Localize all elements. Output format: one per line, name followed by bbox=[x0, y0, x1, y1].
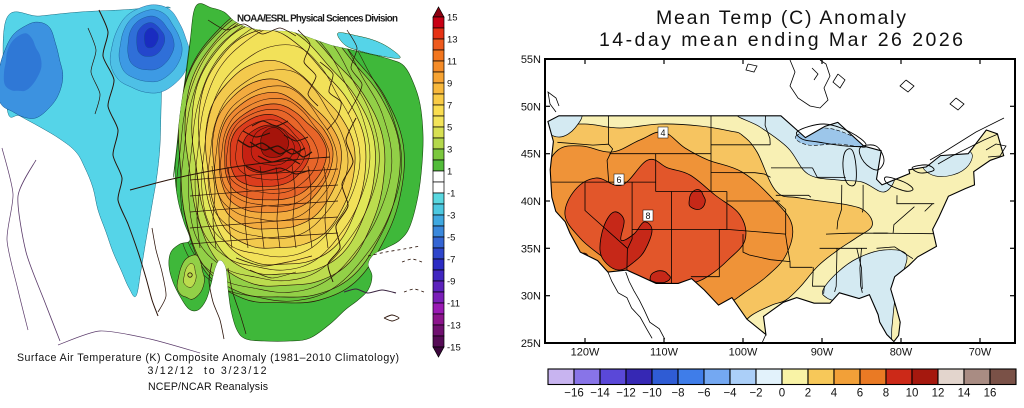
svg-text:55N: 55N bbox=[521, 54, 541, 66]
svg-text:5: 5 bbox=[447, 123, 452, 134]
svg-text:10: 10 bbox=[906, 388, 919, 400]
svg-text:-7: -7 bbox=[447, 255, 455, 266]
svg-text:110W: 110W bbox=[650, 347, 679, 359]
svg-text:−6: −6 bbox=[697, 388, 710, 400]
svg-text:45N: 45N bbox=[521, 149, 541, 161]
svg-text:6: 6 bbox=[857, 388, 863, 400]
svg-text:40N: 40N bbox=[521, 196, 541, 208]
svg-text:NOAA/ESRL Physical Sciences Di: NOAA/ESRL Physical Sciences Division bbox=[237, 14, 398, 25]
svg-text:−14: −14 bbox=[590, 388, 610, 400]
svg-text:9: 9 bbox=[447, 79, 452, 90]
svg-text:11: 11 bbox=[447, 57, 457, 68]
svg-text:-3: -3 bbox=[447, 211, 455, 222]
svg-text:-5: -5 bbox=[447, 233, 455, 244]
svg-text:12: 12 bbox=[932, 388, 945, 400]
svg-text:16: 16 bbox=[984, 388, 997, 400]
svg-text:13: 13 bbox=[447, 35, 458, 46]
svg-text:4: 4 bbox=[831, 388, 838, 400]
svg-text:−16: −16 bbox=[564, 388, 584, 400]
svg-text:8: 8 bbox=[645, 211, 650, 221]
svg-text:3/12/12 to 3/23/12: 3/12/12 to 3/23/12 bbox=[148, 365, 267, 377]
svg-text:90W: 90W bbox=[811, 347, 834, 359]
svg-text:1: 1 bbox=[447, 167, 452, 178]
svg-text:-1: -1 bbox=[447, 189, 455, 200]
svg-text:4: 4 bbox=[660, 128, 665, 138]
svg-text:-9: -9 bbox=[447, 277, 455, 288]
svg-text:70W: 70W bbox=[969, 347, 992, 359]
svg-text:NCEP/NCAR Reanalysis: NCEP/NCAR Reanalysis bbox=[148, 381, 268, 393]
svg-text:50N: 50N bbox=[521, 101, 541, 113]
svg-text:14: 14 bbox=[958, 388, 971, 400]
svg-text:25N: 25N bbox=[521, 338, 541, 350]
svg-text:30N: 30N bbox=[521, 291, 541, 303]
svg-text:15: 15 bbox=[447, 13, 458, 24]
svg-text:8: 8 bbox=[883, 388, 889, 400]
svg-text:100W: 100W bbox=[729, 347, 758, 359]
svg-text:120W: 120W bbox=[571, 347, 600, 359]
svg-text:Surface Air Temperature (K) Co: Surface Air Temperature (K) Composite An… bbox=[17, 352, 399, 364]
svg-text:−4: −4 bbox=[723, 388, 737, 400]
svg-text:-11: -11 bbox=[447, 299, 460, 310]
svg-text:−12: −12 bbox=[616, 388, 636, 400]
svg-text:−10: −10 bbox=[642, 388, 662, 400]
svg-text:35N: 35N bbox=[521, 243, 541, 255]
svg-text:−8: −8 bbox=[671, 388, 684, 400]
svg-text:7: 7 bbox=[447, 101, 452, 112]
svg-text:-13: -13 bbox=[447, 321, 461, 332]
svg-text:-15: -15 bbox=[447, 343, 461, 354]
svg-text:3: 3 bbox=[447, 145, 452, 156]
svg-text:Mean Temp (C) Anomaly: Mean Temp (C) Anomaly bbox=[656, 7, 906, 29]
svg-text:−2: −2 bbox=[749, 388, 762, 400]
svg-text:80W: 80W bbox=[890, 347, 913, 359]
svg-text:6: 6 bbox=[616, 175, 621, 185]
svg-text:2: 2 bbox=[805, 388, 811, 400]
svg-text:14-day mean ending Mar 26 2026: 14-day mean ending Mar 26 2026 bbox=[599, 29, 963, 51]
svg-text:0: 0 bbox=[779, 388, 785, 400]
